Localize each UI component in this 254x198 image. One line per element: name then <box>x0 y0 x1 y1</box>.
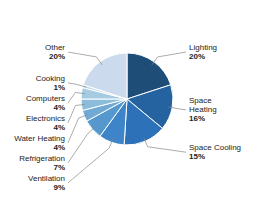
leader-line <box>152 52 186 65</box>
category-label: Electronics <box>26 114 65 123</box>
leader-line <box>68 104 85 123</box>
pie-slice <box>124 99 162 145</box>
data-labels: Lighting20%SpaceHeating16%Space Cooling1… <box>14 43 241 192</box>
category-label: Refrigeration <box>19 154 65 163</box>
leader-line <box>68 83 86 87</box>
chart-container: Lighting20%SpaceHeating16%Space Cooling1… <box>0 0 254 198</box>
leader-lines <box>68 52 186 183</box>
category-label: Cooking <box>36 74 65 83</box>
category-label: Lighting <box>189 43 217 52</box>
category-label: Computers <box>26 94 65 103</box>
leader-line <box>169 107 186 110</box>
pie-slice <box>83 53 127 99</box>
chart: Lighting20%SpaceHeating16%Space Cooling1… <box>0 0 254 198</box>
pie-slice <box>81 99 127 110</box>
leader-line <box>68 115 88 143</box>
value-label: 4% <box>53 103 65 112</box>
value-label: 1% <box>53 83 65 92</box>
leader-line <box>68 127 95 163</box>
category-label: Other <box>45 43 65 52</box>
category-label: Space Cooling <box>189 143 241 152</box>
value-label: 4% <box>53 123 65 132</box>
value-label: 16% <box>189 114 205 123</box>
value-label: 7% <box>53 163 65 172</box>
value-label: 20% <box>49 52 65 61</box>
value-label: 4% <box>53 143 65 152</box>
value-label: 15% <box>189 152 205 161</box>
category-label: Water Heating <box>14 134 65 143</box>
leader-line <box>68 92 85 102</box>
category-label: SpaceHeating <box>189 96 217 114</box>
slices <box>81 53 173 145</box>
leader-line <box>68 139 113 183</box>
value-label: 20% <box>189 52 205 61</box>
category-label: Ventilation <box>28 174 65 183</box>
leader-line <box>68 52 102 65</box>
leader-line <box>144 138 186 152</box>
value-label: 9% <box>53 183 65 192</box>
